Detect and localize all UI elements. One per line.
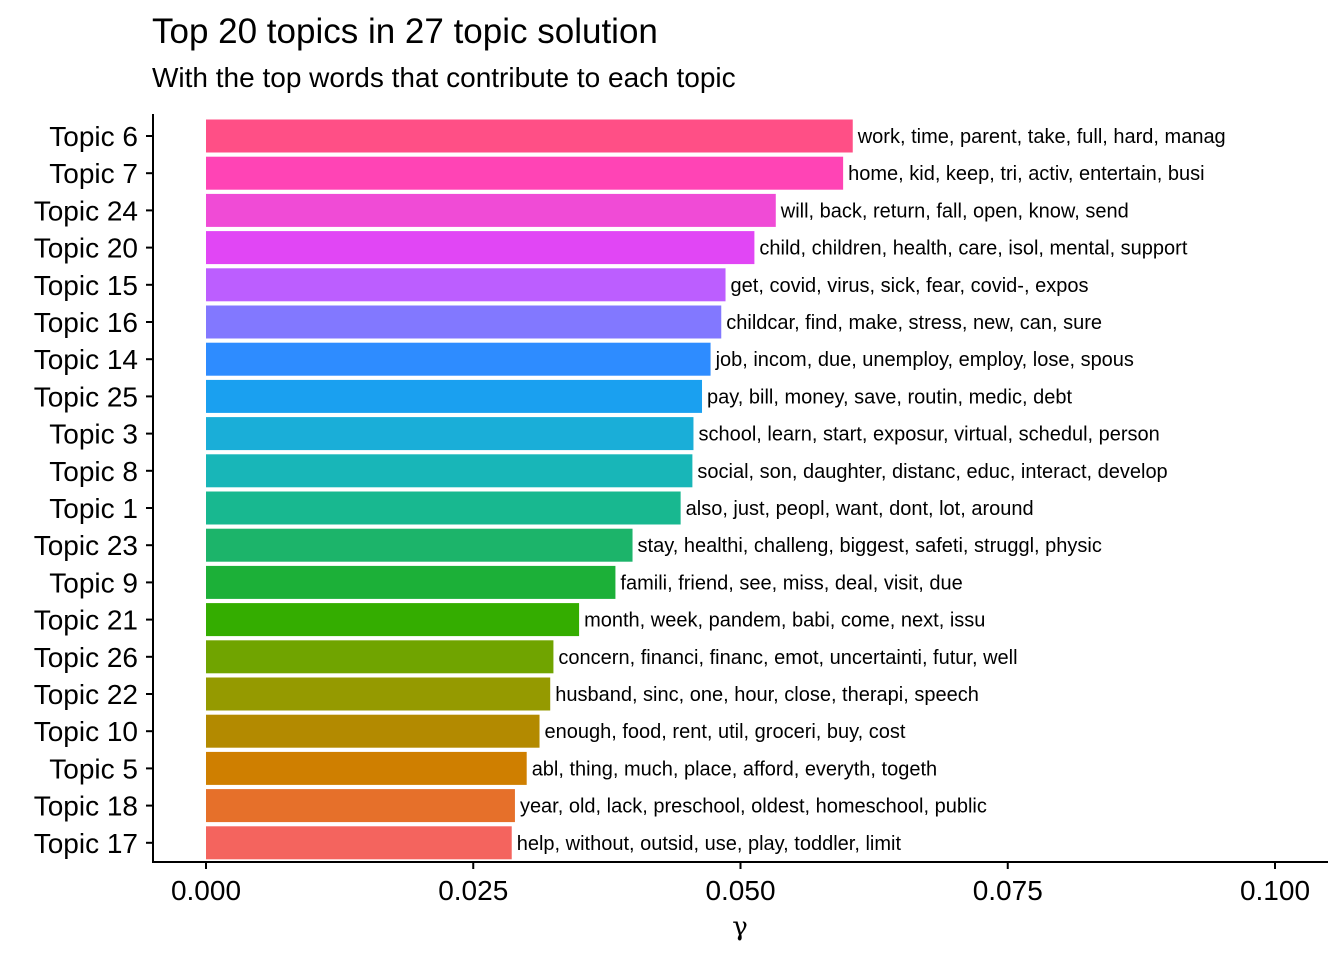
y-tick-label: Topic 23 (34, 530, 138, 561)
x-axis-title: γ (732, 912, 748, 942)
bar-words-label: famili, friend, see, miss, deal, visit, … (620, 572, 962, 594)
bar (206, 305, 722, 339)
bar-words-label: will, back, return, fall, open, know, se… (780, 200, 1129, 222)
bar (206, 826, 512, 860)
chart-title: Top 20 topics in 27 topic solution (152, 12, 658, 51)
bar (206, 193, 776, 227)
bar (206, 156, 844, 190)
bar-words-label: husband, sinc, one, hour, close, therapi… (555, 684, 979, 706)
bar (206, 640, 554, 674)
y-tick-label: Topic 16 (34, 307, 138, 338)
bar-words-label: school, learn, start, exposur, virtual, … (698, 424, 1159, 446)
bar (206, 454, 693, 488)
y-tick-label: Topic 21 (34, 605, 138, 636)
bar-words-label: enough, food, rent, util, groceri, buy, … (545, 721, 906, 743)
bar-words-label: child, children, health, care, isol, men… (759, 238, 1187, 260)
bar-words-label: stay, healthi, challeng, biggest, safeti… (638, 535, 1102, 557)
y-tick-label: Topic 5 (49, 753, 138, 784)
y-tick-label: Topic 25 (34, 381, 138, 412)
x-tick-label: 0.025 (438, 875, 508, 906)
y-tick-label: Topic 26 (34, 642, 138, 673)
x-tick-label: 0.000 (171, 875, 241, 906)
bar (206, 231, 755, 265)
bar (206, 714, 540, 748)
bar-words-label: job, incom, due, unemploy, employ, lose,… (715, 349, 1134, 371)
bar-words-label: year, old, lack, preschool, oldest, home… (520, 796, 987, 818)
y-tick-label: Topic 18 (34, 791, 138, 822)
bar-words-label: month, week, pandem, babi, come, next, i… (584, 610, 985, 632)
bar-words-label: concern, financi, financ, emot, uncertai… (558, 647, 1017, 669)
bar (206, 565, 616, 599)
y-tick-label: Topic 8 (49, 456, 138, 487)
bar (206, 342, 711, 376)
bar (206, 603, 580, 637)
chart-subtitle: With the top words that contribute to ea… (152, 62, 736, 93)
bar (206, 119, 853, 153)
x-tick-label: 0.075 (973, 875, 1043, 906)
bar (206, 677, 551, 711)
bar-words-label: childcar, find, make, stress, new, can, … (726, 312, 1102, 334)
y-tick-label: Topic 17 (34, 828, 138, 859)
x-tick-label: 0.050 (705, 875, 775, 906)
y-tick-label: Topic 9 (49, 567, 138, 598)
bar (206, 491, 681, 525)
y-tick-label: Topic 15 (34, 270, 138, 301)
bar (206, 789, 515, 823)
y-tick-label: Topic 20 (34, 233, 138, 264)
bar (206, 528, 633, 562)
y-tick-label: Topic 7 (49, 158, 138, 189)
y-tick-label: Topic 6 (49, 121, 138, 152)
y-tick-label: Topic 14 (34, 344, 138, 375)
y-tick-label: Topic 24 (34, 195, 138, 226)
bar-words-label: abl, thing, much, place, afford, everyth… (532, 758, 937, 780)
y-tick-label: Topic 22 (34, 679, 138, 710)
y-tick-label: Topic 1 (49, 493, 138, 524)
bar-words-label: help, without, outsid, use, play, toddle… (517, 833, 902, 855)
bar-words-label: get, covid, virus, sick, fear, covid-, e… (731, 275, 1089, 297)
bar-words-label: pay, bill, money, save, routin, medic, d… (707, 386, 1072, 408)
bar-words-label: also, just, peopl, want, dont, lot, arou… (686, 498, 1034, 520)
bar (206, 379, 703, 413)
bar (206, 751, 527, 785)
bar-words-label: work, time, parent, take, full, hard, ma… (857, 126, 1226, 148)
bar-words-label: home, kid, keep, tri, activ, entertain, … (848, 163, 1204, 185)
bar (206, 417, 694, 451)
y-tick-label: Topic 10 (34, 716, 138, 747)
y-tick-label: Topic 3 (49, 419, 138, 450)
x-tick-label: 0.100 (1240, 875, 1310, 906)
bar (206, 268, 726, 302)
bar-words-label: social, son, daughter, distanc, educ, in… (697, 461, 1167, 483)
